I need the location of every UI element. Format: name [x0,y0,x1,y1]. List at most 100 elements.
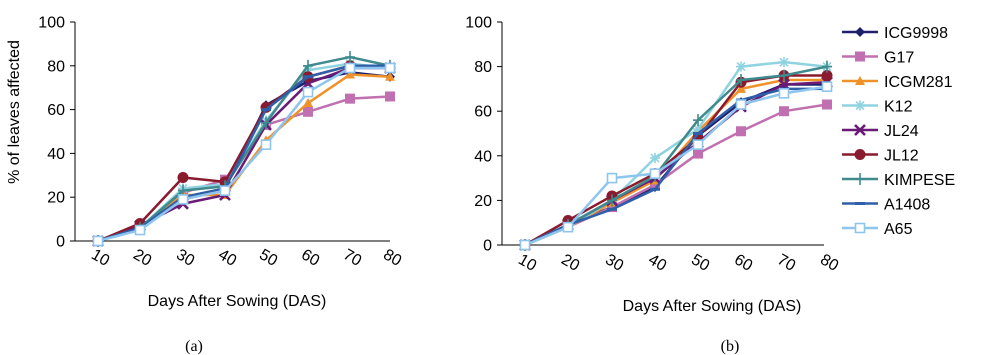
x-tick-label-a: 60 [298,246,322,270]
y-tick-label-b: 0 [483,238,492,255]
data-point-kimpese-b [736,73,746,86]
caption-b: (b) [721,338,740,355]
x-tick-label-a: 10 [88,246,112,270]
data-point-a65-a [302,86,314,98]
y-tick-label-a: 40 [47,146,65,163]
data-point-a65-a [134,224,146,236]
data-point-a65-b [692,139,704,150]
data-point-jl12-a [177,171,189,183]
data-point-g17-a [303,106,313,117]
legend-item-icgm281: ICGM281 [842,74,953,91]
data-point-icgm281-a [345,69,355,79]
data-point-icgm281-a [303,98,313,108]
x-tick-label-b: 60 [731,251,755,275]
series-a1408-a [93,64,395,243]
series-line-a1408-b [524,87,827,247]
x-tick-label-b: 10 [515,251,539,275]
x-tick-label-a: 30 [173,246,197,270]
data-point-g17-a [385,91,395,102]
data-point-a65-b [735,99,747,110]
data-point-g17-b [693,148,703,159]
data-point-kimpese-b [822,60,832,73]
data-point-a65-a [260,139,272,150]
x-tick-label-a: 70 [340,246,364,270]
y-tick-label-a: 100 [38,15,65,32]
legend-marker-icg9998 [855,27,865,37]
x-tick-label-a: 40 [215,246,239,270]
legend-item-icg9998: ICG9998 [842,25,948,42]
data-point-jl12-b [821,70,833,82]
legend-item-g17: G17 [842,50,914,67]
data-point-a65-a [177,194,189,205]
legend-label-jl24: JL24 [884,123,919,140]
data-point-a65-a [92,235,104,247]
legend-label-icgm281: ICGM281 [884,74,953,91]
chart-legend: ICG9998 G17 ICGM281 K12 JL24 JL12 KIMPESE A1408… [842,25,955,238]
y-axis-title-a: % of leaves affected [6,40,23,184]
legend-marker-g17 [855,51,865,62]
x-axis-title-b: Days After Sowing (DAS) [623,298,802,315]
series-line-a65-a [97,66,390,243]
legend-label-a65: A65 [884,221,913,238]
x-axis-title-a: Days After Sowing (DAS) [148,293,327,310]
x-tick-label-b: 70 [774,251,798,275]
legend-label-g17: G17 [884,50,914,67]
y-tick-label-a: 60 [47,102,65,119]
data-point-g17-a [345,93,355,104]
legend-marker-jl12 [854,149,866,160]
x-tick-label-b: 80 [817,251,841,275]
y-tick-label-b: 100 [465,15,492,32]
y-tick-label-b: 20 [474,193,492,210]
data-point-k12-b [650,153,660,164]
data-point-k12-b [779,57,789,68]
legend-label-kimpese: KIMPESE [884,172,955,189]
x-tick-label-a: 80 [380,246,404,270]
data-point-a65-b [649,168,661,179]
legend-item-jl12: JL12 [842,148,919,165]
data-point-a65-a [344,62,356,74]
data-point-a65-a [219,185,231,196]
y-tick-label-b: 80 [474,59,492,76]
data-point-g17-b [736,126,746,137]
data-point-a65-b [562,221,574,233]
data-point-icgm281-b [736,83,746,93]
legend-item-a1408: A1408 [842,197,930,214]
legend-item-jl24: JL24 [842,123,919,140]
y-tick-label-b: 40 [474,148,492,165]
legend-label-icg9998: ICG9998 [884,25,948,42]
data-point-a65-b [606,172,618,184]
legend-item-a65: A65 [842,221,913,238]
legend-marker-icgm281 [855,76,865,85]
data-point-a65-b [519,239,531,251]
y-tick-label-b: 60 [474,104,492,121]
legend-marker-kimpese [855,173,865,185]
x-tick-label-b: 30 [602,251,626,275]
data-point-icgm281-a [385,71,395,81]
legend-item-k12: K12 [842,99,913,116]
legend-label-k12: K12 [884,99,913,116]
data-point-kimpese-b [693,114,703,127]
data-point-g17-b [650,179,660,190]
legend-marker-a65 [854,222,866,234]
data-point-g17-b [822,99,832,110]
data-point-a65-b [821,81,833,92]
data-point-kimpese-b [779,69,789,82]
data-point-k12-b [736,61,746,72]
chart-panel-b: 0 20 40 60 80 100 10 20 30 40 50 60 70 80 Days After … [465,15,841,355]
data-point-kimpese-a [303,59,313,72]
x-tick-label-a: 20 [130,246,154,270]
data-point-kimpese-a [345,51,355,64]
chart-panel-a: 0 20 40 60 80 100 10 20 30 40 50 60 70 80 % of leaves… [6,15,404,355]
series-a65-b [519,81,833,251]
y-tick-label-a: 80 [47,58,65,75]
data-point-g17-b [607,202,617,213]
y-tick-label-a: 0 [56,234,65,251]
data-point-kimpese-a [261,116,271,129]
x-tick-label-b: 20 [558,251,582,275]
legend-label-a1408: A1408 [884,197,930,214]
data-point-a65-a [384,62,396,74]
series-a65-a [92,62,396,247]
legend-marker-jl24 [854,124,866,136]
data-point-kimpese-b [607,194,617,207]
